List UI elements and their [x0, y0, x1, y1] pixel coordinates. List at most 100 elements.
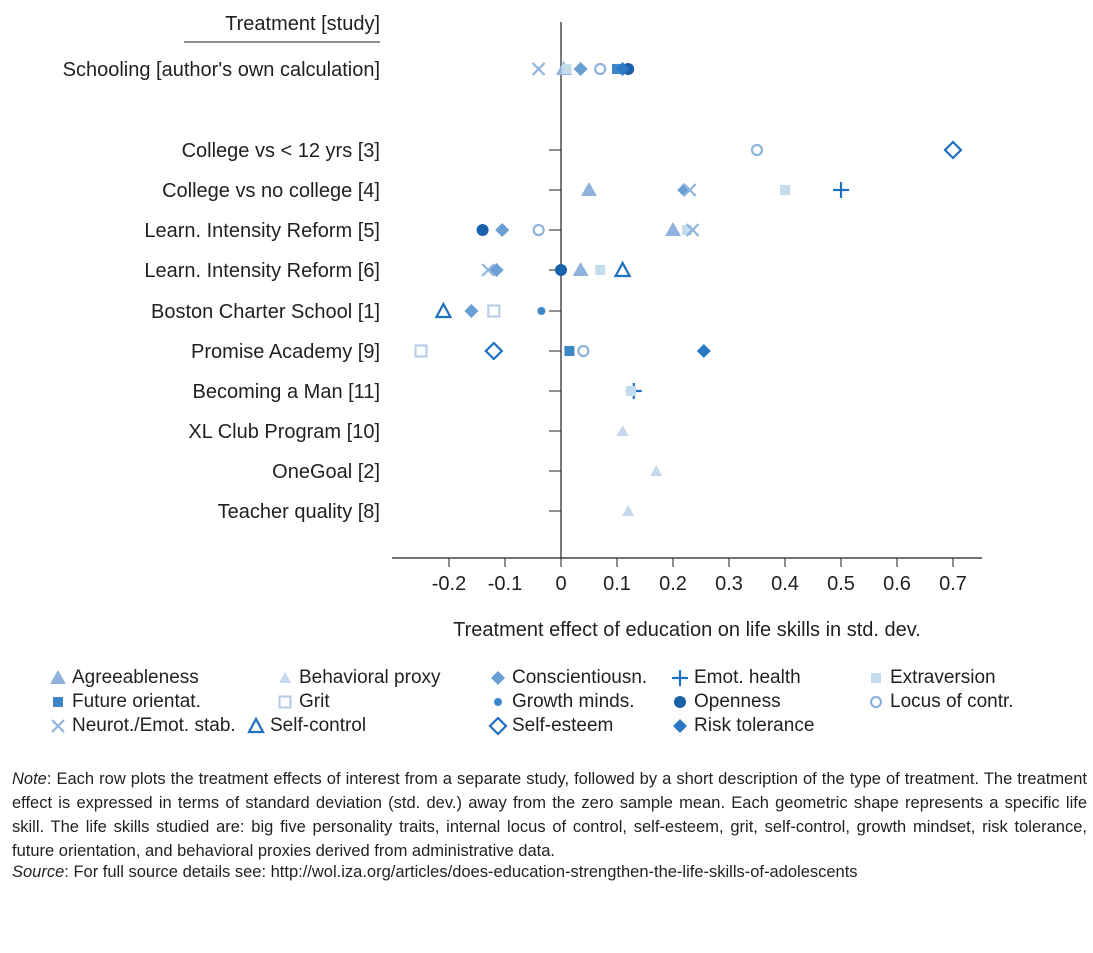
scatter-chart: Treatment [study] Schooling [author's ow… — [63, 13, 982, 641]
legend-marker — [278, 695, 292, 709]
legend-label: Neurot./Emot. stab. — [72, 715, 236, 736]
legend-label: Self-esteem — [512, 715, 614, 736]
x-tick-label: 0.1 — [603, 573, 631, 595]
legend-item-behavioral-proxy: Behavioral proxy — [275, 666, 441, 690]
legend-item-risk-tolerance: Risk tolerance — [670, 714, 814, 738]
data-point-extraversion — [780, 185, 790, 195]
data-point-grit — [414, 344, 428, 358]
data-point-behavioral-proxy — [622, 505, 635, 516]
legend-marker — [674, 696, 686, 708]
legend-marker — [494, 698, 502, 706]
legend-item-future-orientat: Future orientat. — [48, 690, 201, 714]
legend-marker-icon — [869, 695, 883, 709]
data-point-extraversion — [682, 225, 692, 235]
data-point-conscientiousn — [495, 223, 510, 237]
legend-item-conscientiousn: Conscientiousn. — [488, 666, 647, 690]
legend-marker-icon — [488, 716, 508, 736]
legend-label: Extraversion — [890, 667, 996, 688]
x-tick-label: 0 — [555, 573, 566, 595]
data-point-neurot-emot-stab — [481, 263, 495, 277]
legend-marker — [279, 672, 291, 683]
data-point-behavioral-proxy — [650, 465, 663, 476]
legend-marker — [871, 673, 881, 683]
legend-marker-icon — [247, 716, 265, 734]
legend-item-openness: Openness — [670, 690, 781, 714]
data-point-locus-of-contr — [577, 344, 590, 358]
data-point-risk-tolerance — [615, 62, 630, 76]
data-point-grit — [487, 304, 501, 318]
chart-legend: Agreeableness Behavioral proxy Conscientio… — [48, 666, 1093, 756]
legend-marker-icon — [491, 671, 505, 685]
legend-item-agreeableness: Agreeableness — [48, 666, 199, 690]
legend-label: Emot. health — [694, 667, 801, 688]
row-label: Schooling [author's own calculation] — [63, 59, 380, 81]
legend-marker-icon — [673, 719, 687, 733]
legend-marker-icon — [672, 670, 688, 686]
x-tick-label: -0.1 — [488, 573, 522, 595]
legend-marker-icon — [871, 673, 881, 683]
legend-marker — [247, 716, 265, 734]
data-point-extraversion — [561, 64, 572, 74]
row-label: Teacher quality [8] — [218, 501, 380, 523]
row-label: Becoming a Man [11] — [192, 381, 380, 403]
x-tick-label: 0.5 — [827, 573, 855, 595]
row-label: OneGoal [2] — [272, 461, 380, 483]
legend-marker-icon — [674, 696, 686, 708]
legend-item-grit: Grit — [275, 690, 330, 714]
data-point-openness — [555, 264, 567, 276]
chart-note: Note: Each row plots the treatment effec… — [12, 767, 1087, 863]
row-label: Learn. Intensity Reform [5] — [144, 220, 380, 242]
legend-item-neurot-emot-stab: Neurot./Emot. stab. — [48, 714, 236, 738]
row-label: Boston Charter School [1] — [151, 301, 380, 323]
row-label: College vs < 12 yrs [3] — [182, 140, 380, 162]
data-point-openness — [476, 224, 489, 236]
source-text: : For full source details see: http://wo… — [64, 863, 858, 881]
legend-item-self-esteem: Self-esteem — [488, 714, 613, 738]
data-point-locus-of-contr — [532, 223, 545, 237]
note-text: : Each row plots the treatment effects o… — [12, 770, 1087, 860]
data-point-growth-minds — [537, 307, 546, 315]
data-point-conscientiousn — [464, 304, 479, 318]
data-point-self-esteem — [484, 341, 504, 361]
legend-label: Risk tolerance — [694, 715, 815, 736]
x-tick-label: 0.2 — [659, 573, 687, 595]
source-label: Source — [12, 863, 65, 881]
legend-item-extraversion: Extraversion — [866, 666, 996, 690]
legend-label: Conscientiousn. — [512, 667, 648, 688]
data-point-neurot-emot-stab — [531, 62, 546, 76]
data-point-agreeableness — [572, 262, 589, 276]
legend-marker — [50, 670, 66, 684]
data-point-emot-health — [833, 182, 849, 198]
legend-item-emot-health: Emot. health — [670, 666, 801, 690]
data-point-locus-of-contr — [750, 143, 764, 157]
legend-item-growth-minds: Growth minds. — [488, 690, 634, 714]
row-label: Learn. Intensity Reform [6] — [144, 260, 380, 282]
legend-marker — [491, 671, 505, 685]
legend-marker — [51, 719, 65, 733]
legend-item-locus-of-contr: Locus of contr. — [866, 690, 1014, 714]
data-point-neurot-emot-stab — [685, 223, 700, 237]
data-point-self-esteem — [943, 140, 963, 160]
legend-marker-icon — [50, 670, 66, 684]
data-point-self-control — [613, 260, 632, 278]
x-tick-label: 0.4 — [771, 573, 799, 595]
data-point-self-control — [434, 301, 453, 319]
legend-marker-icon — [53, 697, 63, 707]
header-label: Treatment [study] — [225, 13, 380, 35]
legend-label: Behavioral proxy — [299, 667, 441, 688]
legend-marker — [869, 695, 883, 709]
data-point-behavioral-proxy — [616, 425, 629, 436]
note-label: Note — [12, 770, 47, 788]
data-point-extraversion — [595, 265, 606, 275]
x-axis-label: Treatment effect of education on life sk… — [453, 619, 921, 641]
data-point-future-orientat — [564, 346, 575, 356]
legend-marker — [53, 697, 63, 707]
data-point-extraversion — [626, 386, 636, 396]
data-point-neurot-emot-stab — [683, 183, 697, 197]
x-tick-label: -0.2 — [432, 573, 466, 595]
x-tick-label: 0.6 — [883, 573, 911, 595]
legend-label: Self-control — [270, 715, 367, 736]
legend-marker-icon — [494, 698, 502, 706]
row-label: College vs no college [4] — [162, 180, 380, 202]
legend-label: Grit — [299, 691, 330, 712]
